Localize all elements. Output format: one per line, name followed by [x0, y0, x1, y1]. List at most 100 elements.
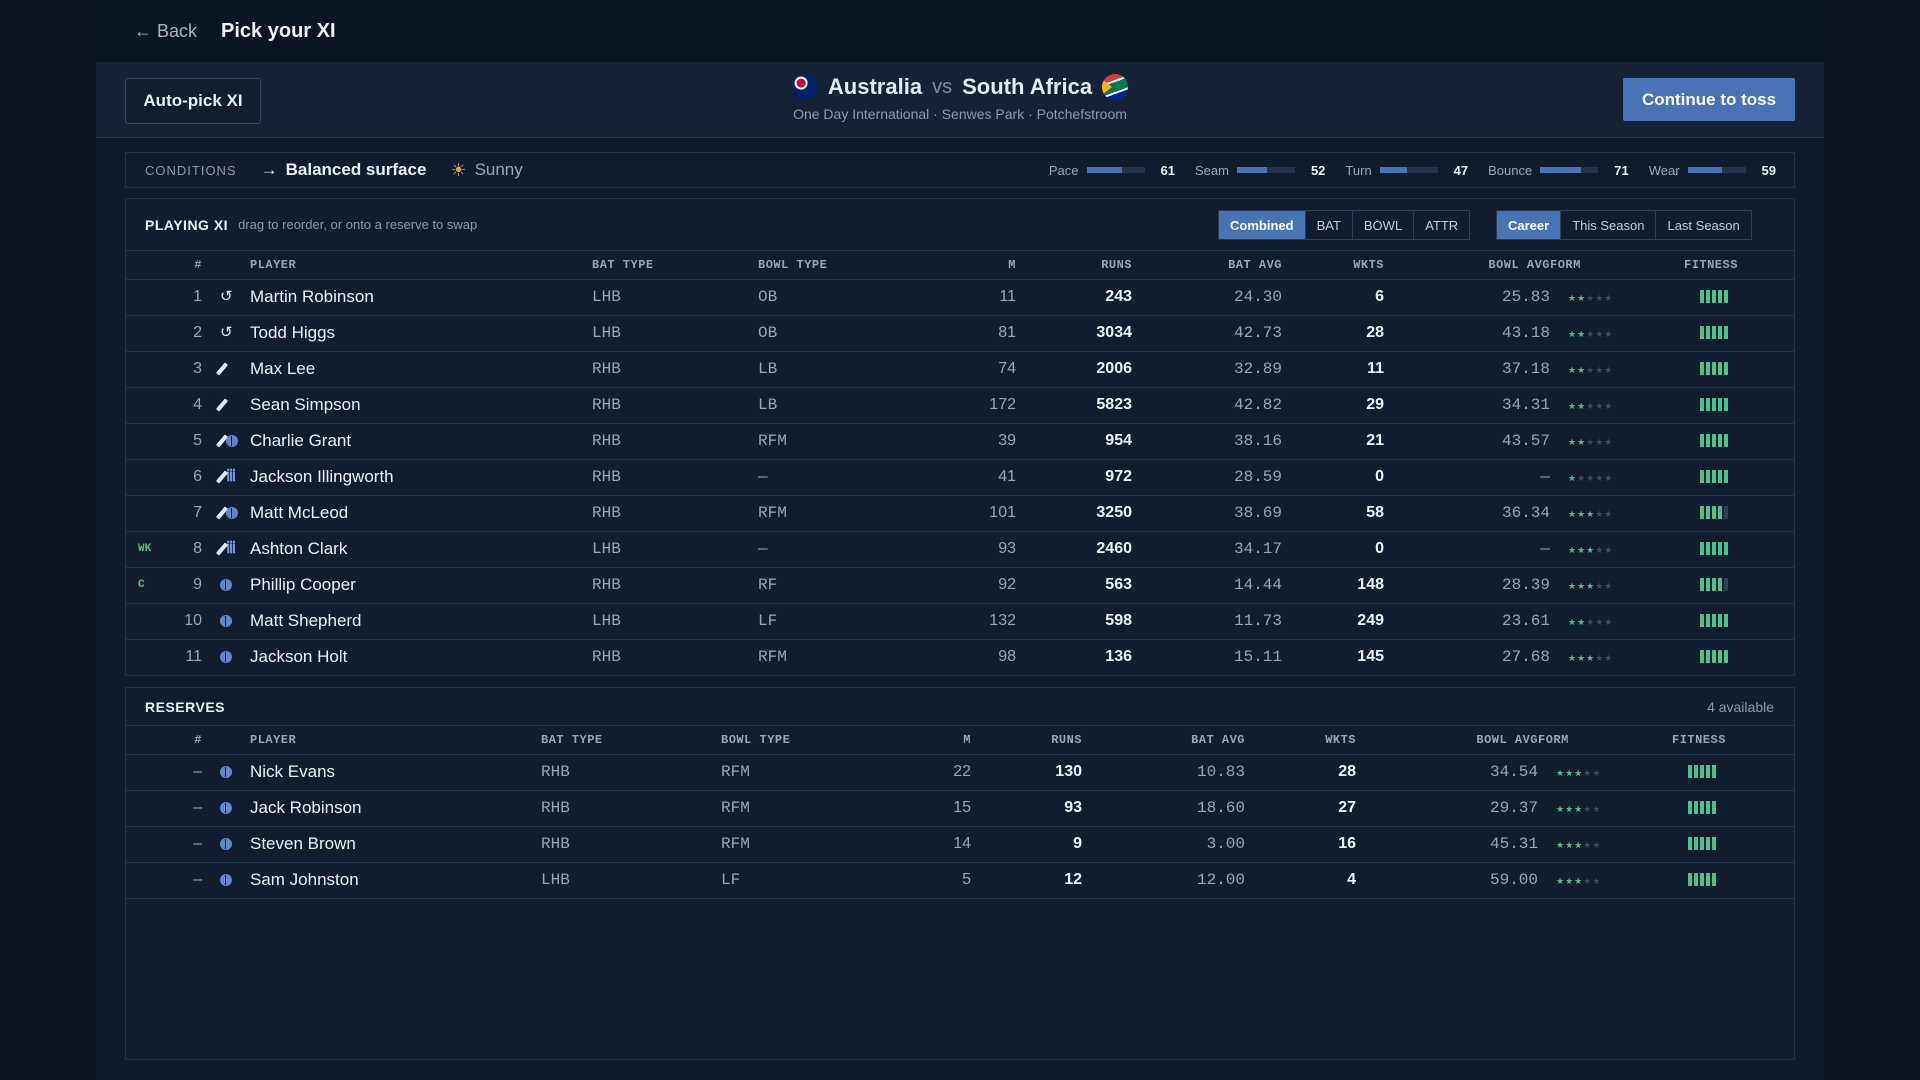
player-row[interactable]: 5 Charlie Grant RHB RFM 39 954 38.16 21 43.57 ★★★… [126, 423, 1794, 460]
player-row[interactable]: C 9 Phillip Cooper RHB RF 92 563 14.44 148 28.39 ★… [126, 567, 1794, 604]
column-header-runs[interactable]: RUNS [1016, 251, 1132, 280]
player-row[interactable]: 1 ↺ Martin Robinson LHB OB 11 243 24.30 6 25.83 ★★… [126, 279, 1794, 316]
form-cell: ★★★★★ [1550, 531, 1684, 568]
matches: 39 [908, 423, 1016, 460]
reserves-available-count: 4 available [1707, 698, 1774, 715]
fitness-segment [1694, 837, 1698, 851]
column-header-bat-avg[interactable]: BAT AVG [1082, 726, 1245, 755]
bat-average: 10.83 [1082, 754, 1245, 791]
column-header-fitness[interactable]: FITNESS [1672, 726, 1794, 755]
bat-type: RHB [592, 423, 758, 460]
matches: 74 [908, 351, 1016, 388]
ball-icon [220, 614, 232, 627]
fitness-segment [1718, 650, 1722, 664]
fitness-segment [1718, 578, 1722, 592]
player-row[interactable]: – Jack Robinson RHB RFM 15 93 18.60 27 29.37 ★★★★… [126, 790, 1794, 827]
star-filled-icon: ★ [1577, 653, 1587, 663]
column-header-bowl-type[interactable]: BOWL TYPE [758, 251, 908, 280]
player-row[interactable]: – Nick Evans RHB RFM 22 130 10.83 28 34.54 ★★★★★ [126, 754, 1794, 791]
fitness-segment [1700, 614, 1704, 628]
star-filled-icon: ★ [1574, 840, 1584, 850]
bat-average: 11.73 [1132, 603, 1282, 640]
star-filled-icon: ★ [1568, 365, 1578, 375]
fitness-cell [1684, 459, 1794, 496]
star-empty-icon: ★ [1595, 653, 1605, 663]
star-filled-icon: ★ [1577, 365, 1587, 375]
player-number: 5 [164, 423, 202, 460]
form-stars: ★★★★★ [1568, 293, 1613, 303]
tab-last-season[interactable]: Last Season [1655, 211, 1750, 239]
player-row[interactable]: 10 Matt Shepherd LHB LF 132 598 11.73 249 23.61 ★… [126, 603, 1794, 640]
player-row[interactable]: – Steven Brown RHB RFM 14 9 3.00 16 45.31 ★★★★★ [126, 826, 1794, 863]
column-header-m[interactable]: M [908, 251, 1016, 280]
reserves-header: RESERVES 4 available [126, 688, 1794, 726]
fitness-cell [1684, 531, 1794, 568]
bowl-type: RF [758, 567, 908, 604]
player-row[interactable]: WK 8 ⅲ Ashton Clark LHB —93 2460 34.17 0— ★★★★★ [126, 531, 1794, 568]
column-header-form[interactable]: FORM [1538, 726, 1672, 755]
star-empty-icon: ★ [1604, 329, 1614, 339]
player-row[interactable]: 3 Max Lee RHB LB 74 2006 32.89 11 37.18 ★★★★★ [126, 351, 1794, 388]
column-header-bowl-avg[interactable]: BOWL AVG [1356, 726, 1538, 755]
fitness-segment [1718, 398, 1722, 412]
column-header-form[interactable]: FORM [1550, 251, 1684, 280]
fitness-cell [1684, 387, 1794, 424]
column-header-m[interactable]: M [861, 726, 971, 755]
star-filled-icon: ★ [1568, 473, 1578, 483]
reserves-title: RESERVES [145, 698, 225, 715]
column-header-bowl-type[interactable]: BOWL TYPE [721, 726, 861, 755]
player-row[interactable]: 11 Jackson Holt RHB RFM 98 136 15.11 145 27.68 ★★… [126, 639, 1794, 676]
column-header-[interactable]: # [164, 726, 202, 755]
bat-average: 32.89 [1132, 351, 1282, 388]
column-header-player[interactable]: PLAYER [250, 251, 592, 280]
star-empty-icon: ★ [1595, 473, 1605, 483]
player-number: – [164, 826, 202, 863]
tab-bat[interactable]: BAT [1304, 211, 1352, 239]
conditions-label: CONDITIONS [145, 162, 237, 178]
star-empty-icon: ★ [1604, 545, 1614, 555]
form-stars: ★★★★★ [1568, 617, 1613, 627]
player-row[interactable]: 2 ↺ Todd Higgs LHB OB 81 3034 42.73 28 43.18 ★★★★★ [126, 315, 1794, 352]
form-cell: ★★★★★ [1550, 423, 1684, 460]
column-header-wkts[interactable]: WKTS [1245, 726, 1356, 755]
player-row[interactable]: – Sam Johnston LHB LF 5 12 12.00 4 59.00 ★★★★★ [126, 862, 1794, 899]
column-header-bat-avg[interactable]: BAT AVG [1132, 251, 1282, 280]
bowl-average: 28.39 [1384, 567, 1550, 604]
column-header-player[interactable]: PLAYER [250, 726, 541, 755]
column-header-wkts[interactable]: WKTS [1282, 251, 1384, 280]
tab-career[interactable]: Career [1497, 211, 1561, 239]
tab-this-season[interactable]: This Season [1560, 211, 1655, 239]
keeping-gloves-icon: ⅲ [226, 467, 237, 486]
runs: 2006 [1016, 351, 1132, 388]
fitness-segment [1700, 873, 1704, 887]
ball-icon [220, 837, 232, 850]
tab-bowl[interactable]: BOWL [1351, 211, 1413, 239]
fitness-segment [1688, 801, 1692, 815]
bat-average: 38.69 [1132, 495, 1282, 532]
header-role-spacer [202, 726, 250, 755]
column-header-bat-type[interactable]: BAT TYPE [592, 251, 758, 280]
column-header-fitness[interactable]: FITNESS [1684, 251, 1794, 280]
star-filled-icon: ★ [1568, 617, 1578, 627]
runs: 2460 [1016, 531, 1132, 568]
column-header-runs[interactable]: RUNS [971, 726, 1082, 755]
column-header-bat-type[interactable]: BAT TYPE [541, 726, 721, 755]
bowl-average: 34.31 [1384, 387, 1550, 424]
star-empty-icon: ★ [1595, 437, 1605, 447]
player-row[interactable]: 7 Matt McLeod RHB RFM 101 3250 38.69 58 36.34 ★★★… [126, 495, 1794, 532]
star-filled-icon: ★ [1568, 509, 1578, 519]
player-row[interactable]: 6 ⅲ Jackson Illingworth RHB —41 972 28.59 0— ★★★… [126, 459, 1794, 496]
bowl-type: — [758, 531, 908, 568]
fitness-cell [1684, 279, 1794, 316]
tab-attr[interactable]: ATTR [1413, 211, 1469, 239]
continue-to-toss-button[interactable]: Continue to toss [1623, 78, 1795, 121]
column-header-bowl-avg[interactable]: BOWL AVG [1384, 251, 1550, 280]
player-row[interactable]: 4 Sean Simpson RHB LB 172 5823 42.82 29 34.31 ★★★… [126, 387, 1794, 424]
column-header-[interactable]: # [164, 251, 202, 280]
south-africa-flag-icon [1102, 74, 1129, 100]
star-empty-icon: ★ [1604, 401, 1614, 411]
tab-combined[interactable]: Combined [1219, 211, 1305, 239]
back-button[interactable]: ← Back [134, 20, 198, 41]
star-empty-icon: ★ [1586, 617, 1596, 627]
auto-pick-button[interactable]: Auto-pick XI [125, 78, 261, 124]
